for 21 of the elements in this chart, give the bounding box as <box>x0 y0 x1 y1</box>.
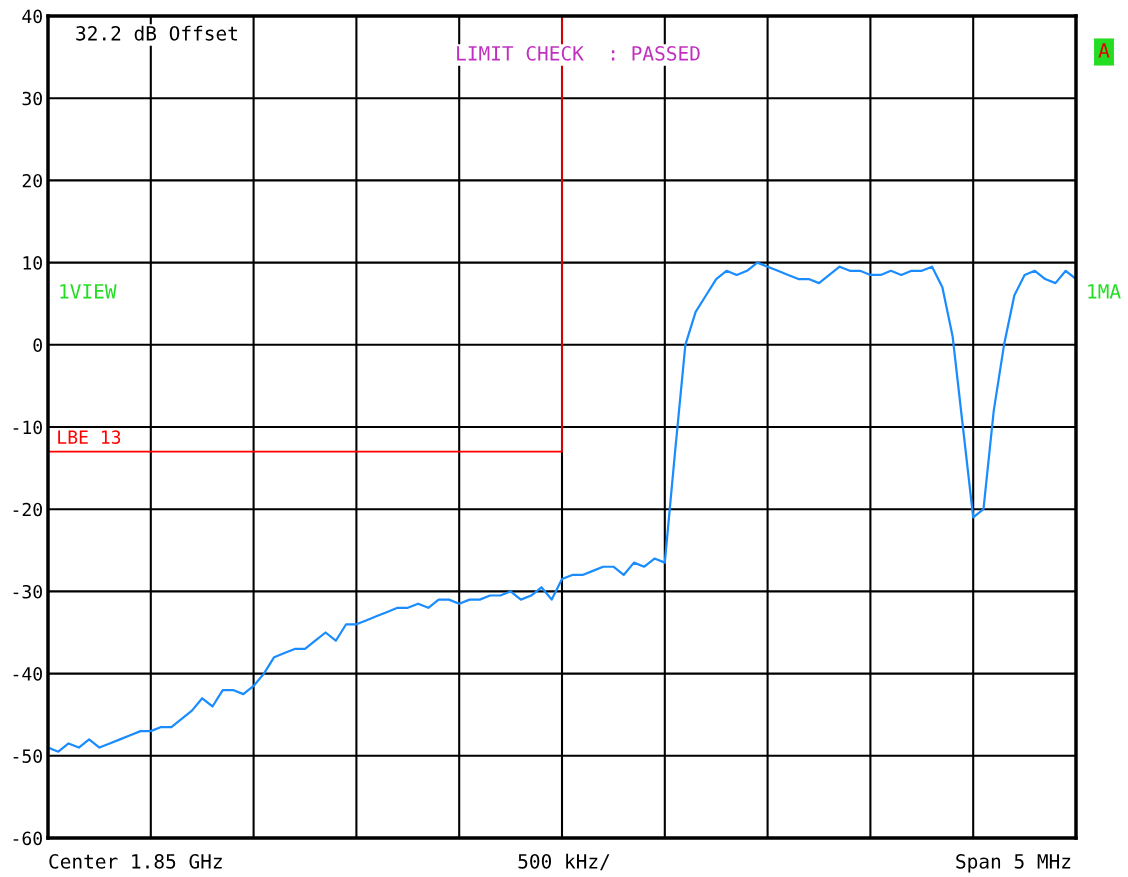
annotation: 32.2 dB Offset <box>76 25 237 41</box>
y-tick-label: 0 <box>33 338 42 352</box>
y-tick-label: -30 <box>13 584 42 599</box>
text: 500 kHz/ <box>518 853 610 871</box>
y-tick-label: -20 <box>13 502 42 517</box>
y-tick-label: 30 <box>22 91 42 106</box>
text: Span 5 MHz <box>956 853 1071 873</box>
text: 1MA <box>1088 284 1121 299</box>
y-tick-label: -50 <box>13 749 42 763</box>
annotation: 1VIEW <box>60 284 117 299</box>
annotation: LIMIT CHECK : PASSED <box>457 45 700 61</box>
y-tick-label: 40 <box>22 9 42 24</box>
text: Center 1.85 GHz <box>49 853 222 869</box>
series-label: LBE 13 <box>58 430 121 444</box>
y-tick-label: -60 <box>13 831 42 846</box>
y-tick-label: -40 <box>13 667 42 681</box>
y-tick-label: -10 <box>13 420 42 435</box>
y-tick-label: 20 <box>22 173 42 188</box>
line-series <box>48 261 1076 753</box>
y-tick-label: 10 <box>23 256 42 270</box>
text: A <box>1098 43 1110 58</box>
